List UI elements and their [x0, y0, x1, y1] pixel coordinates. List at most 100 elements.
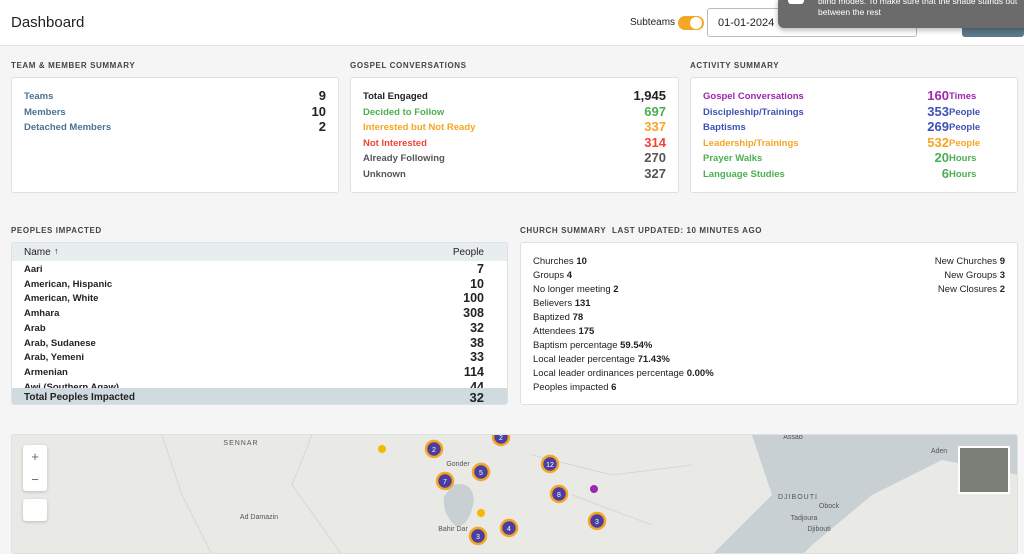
row-label: Groups: [533, 270, 565, 281]
cluster-count: 12: [546, 462, 554, 469]
table-row[interactable]: American, White 100: [12, 291, 507, 306]
date-value: 01-01-2024: [718, 17, 775, 29]
cell-people: 33: [470, 350, 484, 365]
fullscreen[interactable]: [23, 499, 47, 521]
row-unit: Times: [949, 91, 977, 102]
cluster[interactable]: [499, 518, 519, 538]
column-header[interactable]: People: [452, 247, 484, 258]
cluster[interactable]: [424, 439, 444, 459]
row-label: Decided to Follow: [363, 106, 445, 118]
place-label: Bahir Dar: [438, 526, 468, 533]
map[interactable]: SENNAR Gonder Ad Damazin Bahir Dar Assab Aden…: [11, 434, 1018, 554]
cell-name: American, Hispanic: [24, 278, 113, 290]
church-row: Baptism percentage 59.54%: [533, 340, 652, 351]
row-value: 327: [644, 165, 666, 181]
church-row: Baptized 78: [533, 312, 583, 323]
cell-people: 114: [463, 364, 484, 379]
row-value: 353: [927, 103, 949, 119]
cluster[interactable]: [435, 471, 455, 491]
cluster[interactable]: [471, 462, 491, 482]
cell-people: 308: [463, 306, 484, 321]
layer-switch[interactable]: [958, 446, 1010, 494]
zoom-out[interactable]: −: [31, 472, 39, 487]
church-row: New Closures 2: [938, 284, 1005, 295]
row-label: Total Engaged: [363, 91, 428, 102]
page-title: Dashboard: [11, 14, 85, 31]
activity-card: Gospel Conversations 160 Times Discipleship…: [690, 77, 1018, 193]
marker[interactable]: [378, 445, 386, 453]
row-value: 71.43%: [637, 354, 670, 365]
cell-people: 44: [470, 379, 484, 388]
cluster-count: 4: [507, 526, 511, 533]
total-label: Total Peoples Impacted: [24, 392, 135, 403]
cell-name: Awi (Southern Agaw): [24, 381, 119, 388]
row-label: Unknown: [363, 168, 406, 180]
cluster[interactable]: [587, 511, 607, 531]
row-unit: People: [949, 122, 981, 133]
table-row[interactable]: American, Hispanic 10: [12, 277, 507, 292]
place-label: Assab: [783, 435, 803, 441]
row-unit: Hours: [949, 153, 977, 164]
section-title: CHURCH SUMMARY LAST UPDATED: 10 MINUTES …: [520, 226, 762, 235]
church-row: Local leader ordinances percentage 0.00%: [533, 368, 714, 379]
summary-row: Language Studies 6 Hours: [703, 166, 1005, 184]
cluster-count: 3: [476, 534, 480, 541]
place-label: Obock: [819, 503, 840, 510]
cell-name: Arab, Yemeni: [24, 352, 85, 364]
map-canvas: SENNAR Gonder Ad Damazin Bahir Dar Assab Aden…: [161, 435, 1017, 553]
subteams-toggle[interactable]: [678, 16, 704, 30]
row-label: Believers: [533, 298, 573, 309]
total-value: 32: [469, 390, 484, 405]
cell-name: Arab: [24, 322, 46, 334]
church-row: Peoples impacted 6: [533, 382, 616, 393]
row-value: 10: [576, 256, 587, 267]
row-value: 2: [613, 284, 619, 295]
cluster[interactable]: [491, 435, 511, 447]
row-value: 78: [572, 312, 584, 323]
row-value: 10: [311, 103, 326, 119]
place-label: Gonder: [446, 461, 470, 468]
row-label: Peoples impacted: [533, 382, 609, 393]
table-row[interactable]: Arab, Sudanese 38: [12, 336, 507, 351]
row-value: 1,945: [633, 88, 666, 103]
church-row: New Churches 9: [935, 256, 1005, 267]
row-value: 9: [318, 88, 326, 103]
row-label: Baptized: [533, 312, 570, 323]
zoom-in[interactable]: +: [31, 449, 39, 464]
section-title: ACTIVITY SUMMARY: [690, 61, 780, 70]
church-row: Groups 4: [533, 270, 572, 281]
row-label: Local leader percentage: [533, 354, 635, 365]
summary-row: Prayer Walks 20 Hours: [703, 150, 1005, 168]
row-label: Leadership/Trainings: [703, 137, 799, 149]
lake: [443, 484, 474, 527]
cell-name: American, White: [24, 293, 99, 305]
table-row[interactable]: Arab, Yemeni 33: [12, 350, 507, 365]
row-label: Interested but Not Ready: [363, 122, 476, 133]
table-row[interactable]: Amhara 308: [12, 306, 507, 321]
place-label: DJIBOUTI: [778, 494, 818, 501]
row-value: 532: [927, 134, 949, 150]
row-label: Prayer Walks: [703, 153, 763, 164]
table-header: Name ↑ People: [12, 243, 507, 261]
cluster[interactable]: [549, 484, 569, 504]
church-row: New Groups 3: [944, 270, 1005, 281]
row-label: Local leader ordinances percentage: [533, 368, 685, 379]
row-label: New Groups: [944, 270, 998, 281]
marker[interactable]: [477, 509, 485, 517]
table-row[interactable]: Arab 32: [12, 321, 507, 336]
column-header[interactable]: Name: [24, 247, 51, 258]
cluster-count: 3: [595, 519, 599, 526]
cluster[interactable]: [540, 454, 560, 474]
table-row[interactable]: Aari 7: [12, 262, 507, 277]
table-row[interactable]: Awi (Southern Agaw) 44: [12, 380, 507, 388]
cluster-count: 7: [443, 479, 447, 486]
marker[interactable]: [590, 485, 598, 493]
summary-row: Interested but Not Ready 337: [363, 119, 666, 137]
last-updated: LAST UPDATED: 10 MINUTES AGO: [611, 226, 763, 235]
row-label: Detached Members: [24, 122, 112, 133]
row-label: Members: [24, 106, 66, 118]
summary-row: Not Interested 314: [363, 135, 666, 153]
table-row[interactable]: Armenian 114: [12, 365, 507, 380]
summary-row: Total Engaged 1,945: [363, 88, 666, 106]
